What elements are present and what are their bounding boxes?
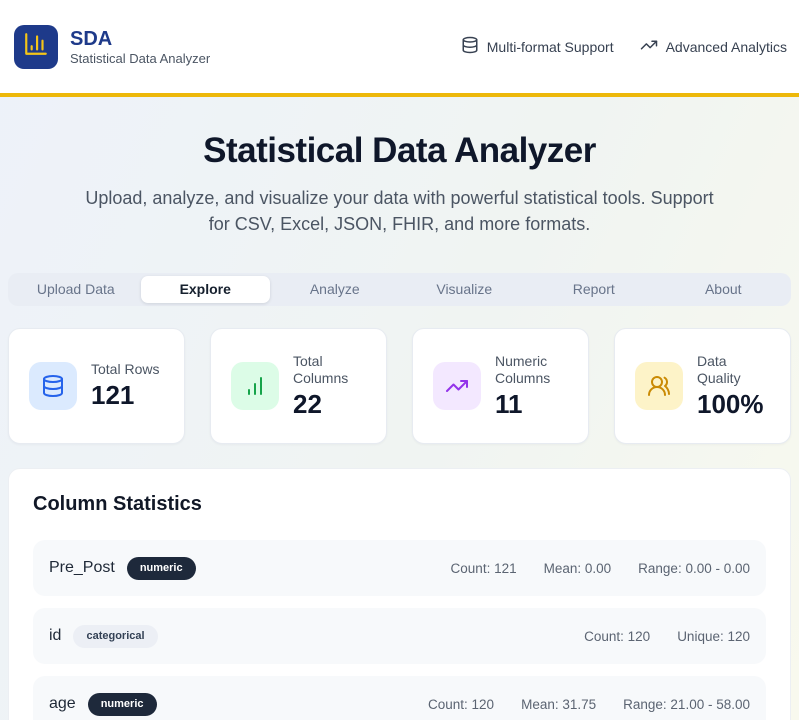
stat-card-text: Total Rows 121 [91,361,159,410]
bar-chart-icon [231,362,279,411]
nav-advanced-analytics: Advanced Analytics [640,36,787,57]
database-icon [461,36,479,57]
stat-value: 100% [697,388,764,419]
nav-item-label: Advanced Analytics [665,38,787,55]
main-tab-bar: Upload Data Explore Analyze Visualize Re… [8,273,791,307]
tab-analyze[interactable]: Analyze [270,276,400,303]
column-name: Pre_Post [49,559,115,577]
tab-report[interactable]: Report [529,276,659,303]
users-icon [635,362,683,411]
brand-text: SDA Statistical Data Analyzer [70,28,210,66]
column-row-stats: Count: 121 Mean: 0.00 Range: 0.00 - 0.00 [451,561,750,576]
type-badge: categorical [73,624,158,648]
stat-mean: Mean: 31.75 [521,696,597,712]
column-name: id [49,627,62,645]
tab-visualize[interactable]: Visualize [400,276,530,303]
tab-explore[interactable]: Explore [140,276,270,304]
column-name: age [49,695,76,713]
header-nav: Multi-format Support Advanced Analytics [461,36,787,57]
app-logo [14,24,58,69]
stat-label: Total Columns [293,352,349,387]
stat-count: Count: 120 [428,696,495,712]
column-row-pre-post: Pre_Post numeric Count: 121 Mean: 0.00 R… [33,540,766,597]
stat-card-data-quality: Data Quality 100% [614,328,791,445]
app-header: SDA Statistical Data Analyzer Multi-form… [0,0,799,97]
database-icon [29,362,77,411]
stat-card-numeric-columns: Numeric Columns 11 [412,328,589,445]
page-title: Statistical Data Analyzer [203,131,596,170]
column-row-stats: Count: 120 Mean: 31.75 Range: 21.00 - 58… [428,697,750,712]
stat-value: 22 [293,388,322,419]
stat-card-text: Data Quality 100% [697,353,772,420]
type-badge: numeric [87,692,157,716]
stat-card-text: Numeric Columns 11 [495,353,570,420]
stat-label: Numeric Columns [495,352,551,387]
nav-item-label: Multi-format Support [486,38,614,55]
stat-value: 11 [495,388,523,419]
tab-upload-data[interactable]: Upload Data [11,276,141,303]
page-subtitle: Upload, analyze, and visualize your data… [85,188,714,235]
stat-card-total-columns: Total Columns 22 [210,328,387,445]
stat-unique: Unique: 120 [677,628,750,644]
stat-range: Range: 21.00 - 58.00 [623,696,750,712]
stat-value: 121 [91,379,135,410]
brand-abbr: SDA [70,27,113,50]
type-badge: numeric [126,556,196,580]
trending-up-icon [433,362,481,411]
column-statistics-panel: Column Statistics Pre_Post numeric Count… [8,468,791,720]
stat-mean: Mean: 0.00 [543,560,612,576]
stat-cards: Total Rows 121 Total Columns 22 Numeric … [8,328,791,445]
stat-card-total-rows: Total Rows 121 [8,328,185,445]
bar-chart-axis-icon [23,31,49,62]
brand: SDA Statistical Data Analyzer [14,24,210,69]
column-row-left: age numeric [49,692,157,716]
nav-multi-format-support: Multi-format Support [461,36,614,57]
trending-up-icon [640,36,658,57]
column-row-left: id categorical [49,624,158,648]
stat-count: Count: 120 [584,628,651,644]
stat-range: Range: 0.00 - 0.00 [638,560,750,576]
section-title: Column Statistics [33,493,202,516]
column-row-age: age numeric Count: 120 Mean: 31.75 Range… [33,676,766,720]
column-row-left: Pre_Post numeric [49,556,196,580]
column-row-stats: Count: 120 Unique: 120 [584,629,750,644]
stat-card-text: Total Columns 22 [293,353,368,420]
stat-label: Data Quality [697,352,741,387]
tab-about[interactable]: About [659,276,789,303]
hero-section: Statistical Data Analyzer Upload, analyz… [0,97,799,237]
stat-label: Total Rows [91,361,160,378]
column-row-id: id categorical Count: 120 Unique: 120 [33,608,766,665]
stat-count: Count: 121 [450,560,517,576]
brand-name: Statistical Data Analyzer [70,50,211,66]
